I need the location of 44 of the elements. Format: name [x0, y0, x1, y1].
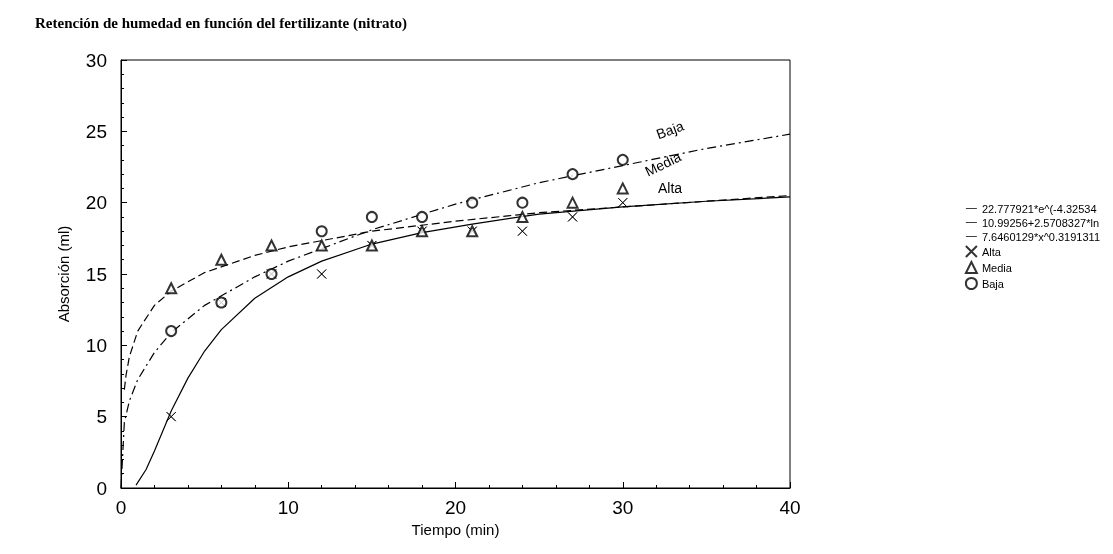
point: [315, 225, 328, 238]
point: [416, 210, 429, 223]
point: [517, 226, 528, 237]
legend-label: Baja: [981, 277, 1005, 290]
y-tick-label: 0: [96, 477, 107, 499]
point: [165, 325, 178, 338]
legend-label: Media: [981, 261, 1013, 274]
x-tick-label: 10: [277, 497, 299, 518]
y-tick-label: 30: [85, 49, 107, 71]
point: [516, 196, 529, 209]
legend-label: 22.777921*e^(-4.32534: [981, 202, 1097, 215]
chart-title: Retención de humedad en función del fertilizante (nitrato): [35, 14, 408, 32]
point: [616, 153, 629, 166]
legend-label: 7.6460129*x^0.3191311: [981, 230, 1100, 243]
x-tick-label: 30: [612, 497, 634, 518]
point: [616, 182, 629, 195]
point: [566, 196, 579, 209]
y-tick-label: 10: [85, 334, 107, 356]
annotation: Media: [642, 148, 684, 180]
annotation: Baja: [654, 117, 687, 143]
point: [566, 168, 579, 181]
y-tick-label: 15: [85, 263, 107, 285]
x-axis-title: Tiempo (min): [411, 521, 500, 538]
x-tick-label: 20: [444, 497, 467, 518]
annotation: Alta: [657, 180, 683, 196]
y-axis-title: Absorción (ml): [55, 225, 72, 323]
point: [617, 197, 628, 208]
point: [265, 239, 278, 252]
point: [166, 411, 177, 422]
point: [365, 210, 378, 223]
y-tick-label: 25: [85, 120, 107, 142]
point: [315, 239, 328, 252]
legend-label: 10.99256+2.5708327*ln: [981, 216, 1100, 229]
y-tick-label: 20: [85, 192, 107, 214]
x-tick-label: 40: [779, 497, 801, 518]
point: [215, 253, 228, 266]
point: [567, 211, 578, 222]
point: [165, 282, 178, 295]
x-tick-label: 0: [115, 497, 127, 518]
point: [466, 196, 479, 209]
y-tick-label: 5: [96, 406, 107, 428]
point: [516, 210, 529, 223]
legend-label: Alta: [981, 245, 1002, 258]
point: [316, 269, 327, 279]
